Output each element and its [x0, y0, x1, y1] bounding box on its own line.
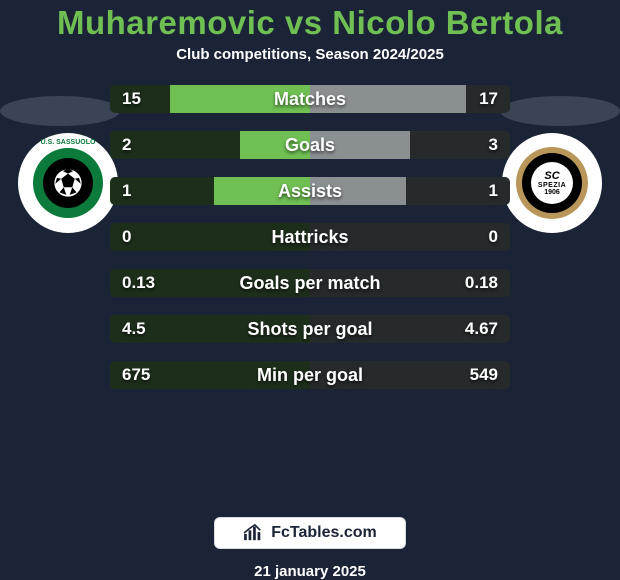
- player-stand-left: [0, 96, 120, 126]
- stat-label: Min per goal: [110, 361, 510, 389]
- stat-value-left: 15: [122, 85, 141, 113]
- stat-row: Matches15 17: [110, 85, 510, 113]
- brand-text: FcTables.com: [271, 524, 377, 542]
- brand-badge: FcTables.com: [214, 517, 406, 549]
- stat-row: Shots per goal4.5 4.67: [110, 315, 510, 343]
- stat-value-left: 4.5: [122, 315, 146, 343]
- footer-date: 21 january 2025: [254, 563, 366, 580]
- stat-value-left: 2: [122, 131, 131, 159]
- stat-value-right: 4.67: [465, 315, 498, 343]
- team-badge-right-name: SPEZIA: [538, 182, 566, 189]
- chart-icon: [243, 524, 265, 542]
- comparison-body: U.S. SASSUOLO SC SPEZIA 1906 Matches15 17…: [0, 63, 620, 509]
- comparison-card: Muharemovic vs Nicolo Bertola Club compe…: [0, 0, 620, 580]
- team-badge-left-inner: U.S. SASSUOLO: [27, 142, 109, 224]
- stat-value-right: 0.18: [465, 269, 498, 297]
- stat-label: Goals per match: [110, 269, 510, 297]
- team-right-monogram: SC: [544, 171, 559, 182]
- stat-value-right: 1: [489, 177, 498, 205]
- page-subtitle: Club competitions, Season 2024/2025: [176, 46, 444, 63]
- sassuolo-core: [43, 158, 93, 208]
- page-title: Muharemovic vs Nicolo Bertola: [57, 4, 563, 42]
- stat-value-right: 17: [479, 85, 498, 113]
- stat-rows: Matches15 17 Goals2 3 Assists1 1 Hattricks0 0 Go…: [110, 85, 510, 389]
- stat-row: Assists1 1: [110, 177, 510, 205]
- stat-value-left: 0: [122, 223, 131, 251]
- stat-row: Hattricks0 0: [110, 223, 510, 251]
- stat-label: Shots per goal: [110, 315, 510, 343]
- stat-value-left: 675: [122, 361, 150, 389]
- stat-label: Goals: [110, 131, 510, 159]
- stat-row: Min per goal675 549: [110, 361, 510, 389]
- stat-value-right: 0: [489, 223, 498, 251]
- team-badge-right-inner: SC SPEZIA 1906: [511, 142, 593, 224]
- team-badge-right: SC SPEZIA 1906: [502, 133, 602, 233]
- stat-value-left: 1: [122, 177, 131, 205]
- team-badge-right-year: 1906: [544, 189, 560, 196]
- spezia-core: SC SPEZIA 1906: [531, 162, 573, 204]
- soccer-ball-icon: [51, 166, 85, 200]
- team-badge-left: U.S. SASSUOLO: [18, 133, 118, 233]
- stat-value-right: 3: [489, 131, 498, 159]
- team-badge-left-label: U.S. SASSUOLO: [27, 139, 109, 147]
- player-stand-right: [500, 96, 620, 126]
- stat-row: Goals2 3: [110, 131, 510, 159]
- stat-label: Matches: [110, 85, 510, 113]
- stat-row: Goals per match0.13 0.18: [110, 269, 510, 297]
- stat-value-right: 549: [470, 361, 498, 389]
- stat-value-left: 0.13: [122, 269, 155, 297]
- stat-label: Hattricks: [110, 223, 510, 251]
- stat-label: Assists: [110, 177, 510, 205]
